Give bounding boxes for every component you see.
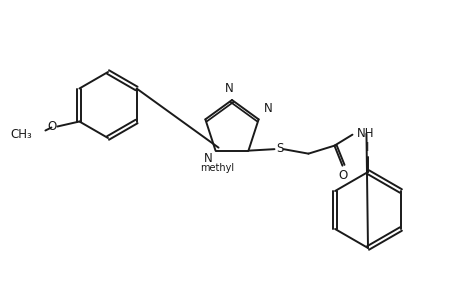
Text: NH: NH	[356, 127, 373, 140]
Text: O: O	[338, 169, 347, 182]
Text: I: I	[365, 141, 369, 154]
Text: N: N	[224, 82, 233, 95]
Text: methyl: methyl	[200, 163, 234, 173]
Text: O: O	[47, 120, 56, 133]
Text: CH₃: CH₃	[11, 128, 32, 141]
Text: N: N	[203, 152, 212, 165]
Text: N: N	[263, 102, 272, 115]
Text: S: S	[275, 142, 283, 155]
